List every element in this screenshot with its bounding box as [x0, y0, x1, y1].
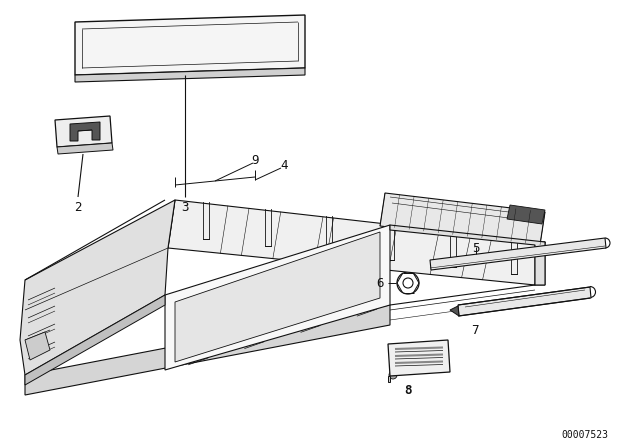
Text: 4: 4 [280, 159, 288, 172]
Polygon shape [168, 200, 545, 285]
Polygon shape [20, 200, 175, 375]
Polygon shape [165, 225, 390, 370]
Polygon shape [535, 242, 545, 285]
Text: 6: 6 [376, 276, 384, 289]
Text: 9: 9 [252, 154, 259, 167]
Polygon shape [57, 143, 113, 154]
Text: 3: 3 [181, 201, 189, 214]
Polygon shape [25, 295, 165, 385]
Polygon shape [380, 193, 545, 245]
Polygon shape [388, 340, 450, 376]
Text: 5: 5 [472, 241, 480, 254]
Polygon shape [450, 306, 459, 316]
Text: 2: 2 [74, 201, 82, 214]
Polygon shape [390, 225, 545, 285]
Text: 7: 7 [471, 323, 479, 336]
Polygon shape [25, 332, 50, 360]
Text: 8: 8 [404, 383, 412, 396]
Polygon shape [175, 232, 380, 362]
Polygon shape [75, 15, 305, 75]
Text: 00007523: 00007523 [561, 430, 609, 440]
Circle shape [389, 371, 397, 379]
Polygon shape [70, 122, 100, 141]
Polygon shape [458, 287, 591, 316]
Polygon shape [388, 376, 390, 382]
Polygon shape [507, 205, 545, 224]
Polygon shape [430, 238, 606, 270]
Polygon shape [55, 116, 112, 147]
Polygon shape [25, 305, 390, 395]
Polygon shape [75, 68, 305, 82]
